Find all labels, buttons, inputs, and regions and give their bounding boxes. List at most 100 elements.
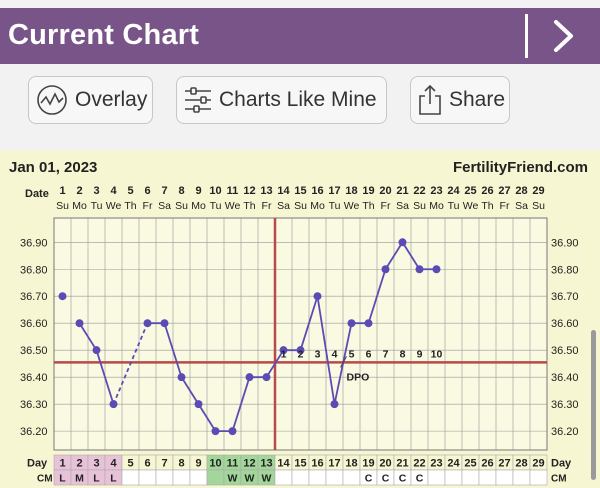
weekday-label: Tu [448, 200, 460, 212]
weekday-label: Su [532, 200, 545, 212]
cm-cell [291, 469, 310, 486]
cm-cell [172, 469, 191, 486]
cm-row-label-right: CM [551, 474, 567, 485]
temperature-line-segment [112, 322, 149, 405]
cm-cell [342, 469, 361, 486]
cm-cell [189, 469, 208, 486]
chevron-right-icon [554, 20, 573, 52]
cm-value: C [399, 473, 407, 485]
dpo-number: 2 [298, 348, 304, 360]
scrollbar[interactable] [591, 330, 596, 480]
dpo-number: 9 [417, 348, 423, 360]
temperature-line-segment [197, 403, 217, 432]
day-number: 22 [413, 458, 425, 470]
date-number: 4 [110, 185, 117, 197]
temperature-point [279, 346, 288, 355]
temperature-line-segment [401, 241, 421, 270]
chart-site-name: FertilityFriend.com [452, 159, 588, 176]
cm-value: L [59, 473, 66, 485]
date-number: 13 [260, 185, 272, 197]
weekday-label: Th [481, 200, 493, 212]
dpo-pointer [340, 356, 347, 368]
dpo-number: 5 [349, 348, 355, 360]
day-number: 10 [209, 458, 221, 470]
weekday-label: Mo [72, 200, 87, 212]
temperature-point [58, 292, 67, 301]
date-number: 17 [328, 185, 340, 197]
cm-value: L [110, 473, 117, 485]
dpo-number: 10 [431, 348, 443, 360]
temperature-point [330, 400, 339, 409]
dpo-number: 6 [366, 348, 372, 360]
day-number: 28 [515, 458, 527, 470]
dpo-number: 1 [281, 348, 287, 360]
cm-value: C [382, 473, 390, 485]
cm-value: W [262, 473, 272, 485]
temperature-point [245, 373, 254, 382]
charts-like-mine-button[interactable]: Charts Like Mine [176, 76, 387, 124]
weekday-label: Sa [515, 200, 528, 212]
date-number: 11 [227, 185, 239, 197]
date-number: 22 [413, 185, 425, 197]
sliders-icon [185, 87, 211, 113]
share-icon [419, 84, 441, 115]
cm-value: W [245, 473, 255, 485]
y-tick-label-left: 36.30 [20, 399, 48, 411]
dpo-number: 7 [383, 348, 389, 360]
chart-start-date: Jan 01, 2023 [9, 159, 98, 176]
weekday-label: We [463, 200, 479, 212]
date-number: 5 [127, 185, 133, 197]
y-tick-label-right: 36.30 [551, 399, 579, 411]
weekday-label: Fr [500, 200, 510, 212]
weekday-label: We [344, 200, 360, 212]
plot-border [53, 217, 548, 451]
date-number: 6 [144, 185, 150, 197]
date-number: 28 [515, 185, 527, 197]
weekday-label: Mo [429, 200, 444, 212]
header-divider [525, 14, 528, 58]
share-button[interactable]: Share [410, 76, 510, 124]
cm-cell [427, 469, 446, 486]
y-tick-label-right: 36.40 [551, 372, 579, 384]
charts-like-mine-label: Charts Like Mine [219, 88, 377, 111]
y-tick-label-left: 36.20 [20, 426, 48, 438]
y-tick-label-left: 36.40 [20, 372, 48, 384]
dpo-number: 4 [332, 348, 338, 360]
y-tick-label-right: 36.60 [551, 318, 579, 330]
weekday-label: Fr [262, 200, 272, 212]
day-row-label-right: Day [551, 458, 572, 470]
weekday-label: Su [56, 200, 69, 212]
day-number: 26 [481, 458, 493, 470]
date-number: 2 [76, 185, 82, 197]
overlay-label: Overlay [75, 88, 148, 111]
y-tick-label-right: 36.20 [551, 426, 579, 438]
day-number: 27 [498, 458, 510, 470]
day-number: 15 [294, 458, 306, 470]
temperature-line-segment [163, 322, 183, 378]
y-tick-label-right: 36.70 [551, 291, 579, 303]
weekday-label: Th [124, 200, 136, 212]
weekday-label: Sa [396, 200, 409, 212]
overlay-button[interactable]: Overlay [28, 76, 153, 124]
day-number: 12 [243, 458, 255, 470]
date-number: 21 [396, 185, 408, 197]
temperature-point [347, 319, 356, 328]
date-number: 20 [379, 185, 391, 197]
cm-cell [206, 469, 225, 486]
date-number: 7 [161, 185, 167, 197]
cm-cell [461, 469, 480, 486]
cm-cell [529, 469, 548, 486]
temperature-line-segment [299, 295, 319, 351]
fertility-chart[interactable]: Jan 01, 2023 FertilityFriend.com 36.20 36… [0, 150, 600, 488]
dpo-label: DPO [347, 371, 370, 383]
day-number: 2 [76, 458, 82, 470]
next-chart-button[interactable] [540, 14, 590, 58]
weekday-label: Sa [277, 200, 290, 212]
date-number: 29 [532, 185, 544, 197]
y-tick-label-left: 36.60 [20, 318, 48, 330]
date-number: 9 [195, 185, 201, 197]
dpo-number: 8 [400, 348, 406, 360]
date-number: 1 [59, 185, 65, 197]
y-tick-label-right: 36.90 [551, 237, 579, 249]
date-number: 19 [362, 185, 374, 197]
